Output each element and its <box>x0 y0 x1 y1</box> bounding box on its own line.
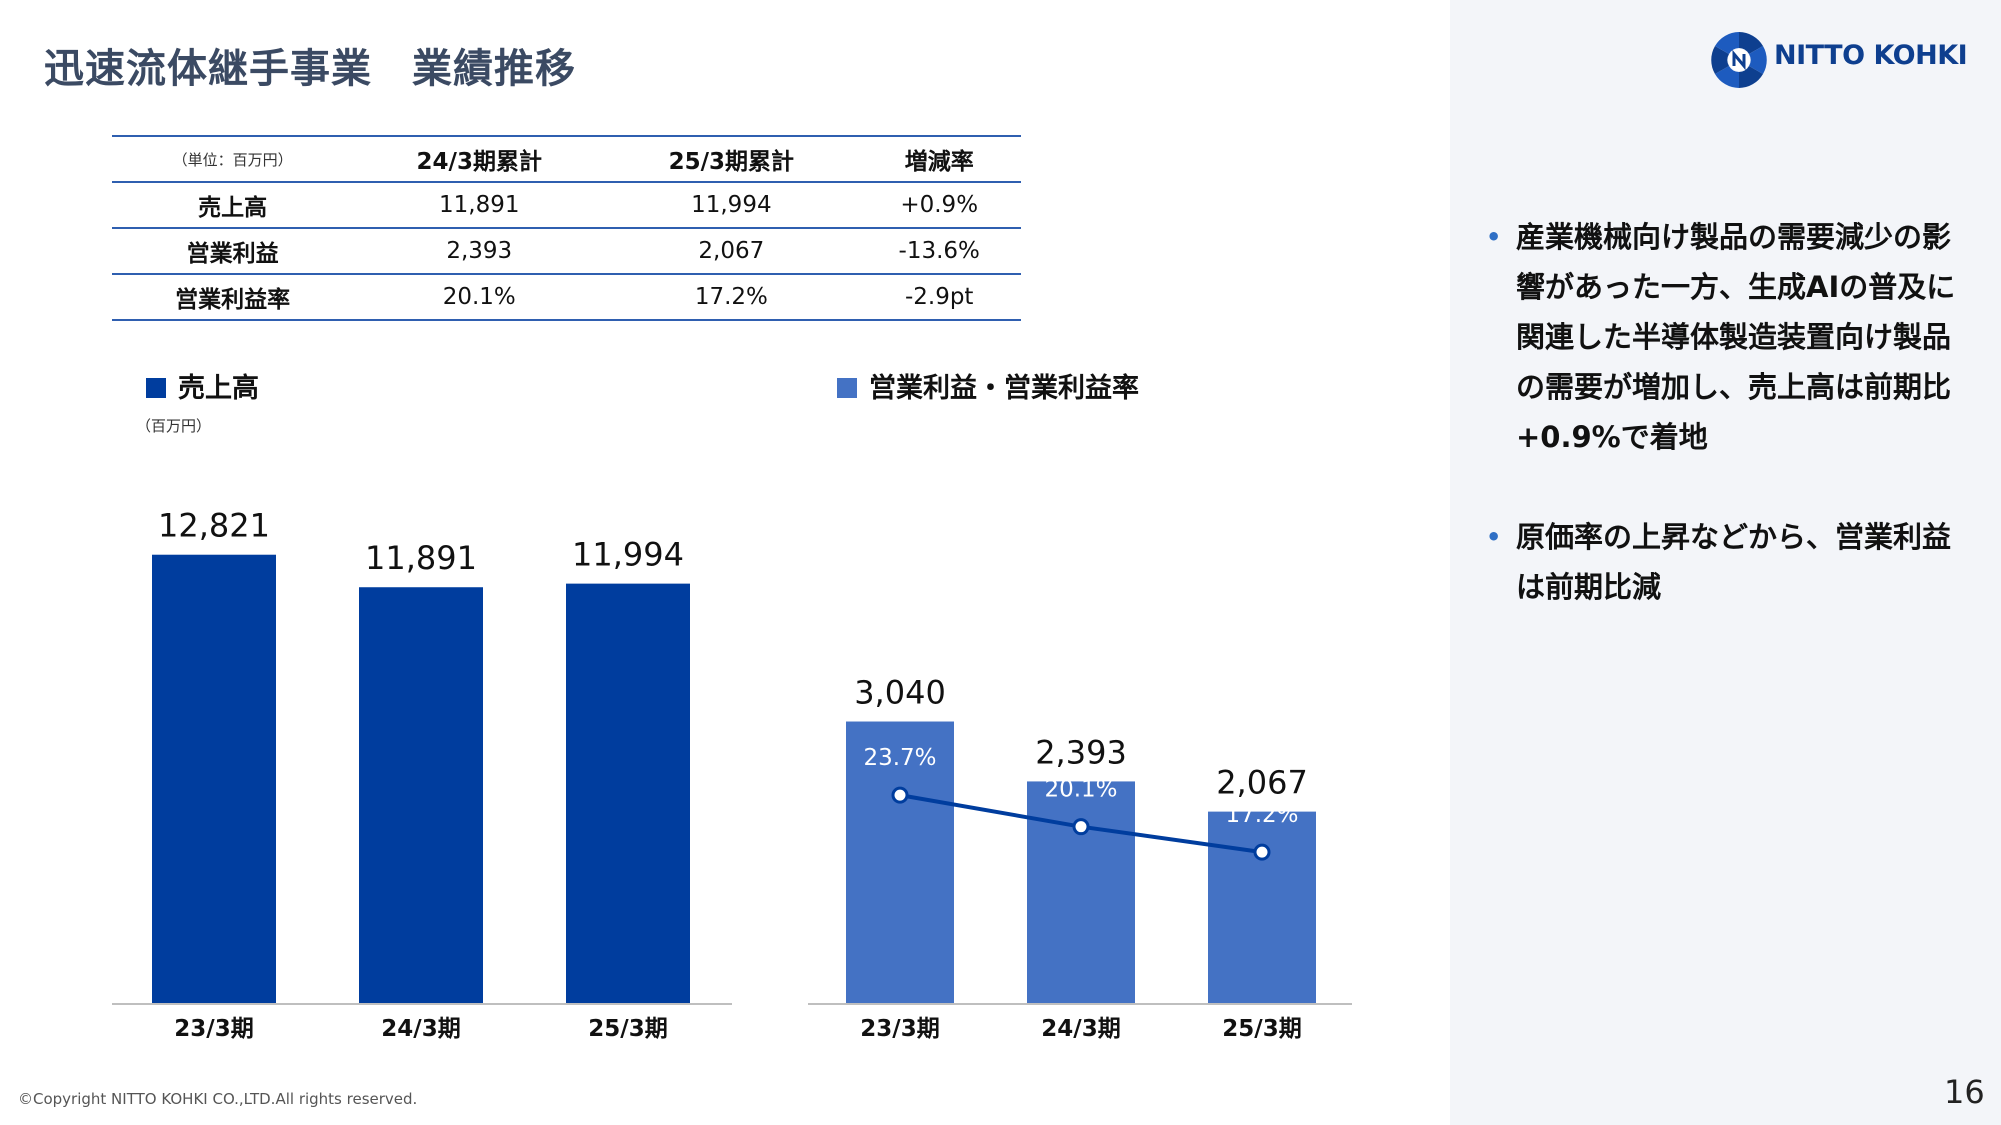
table-row: 売上高 11,891 11,994 +0.9% <box>112 182 1021 228</box>
bar <box>359 587 483 1003</box>
title-main: 迅速流体継手事業 <box>44 46 372 92</box>
table-header: 24/3期累計 <box>416 149 542 175</box>
rate-label: 23.7% <box>863 745 936 771</box>
rate-label: 17.2% <box>1225 802 1298 828</box>
x-tick-label: 24/3期 <box>1041 1016 1120 1042</box>
legend-swatch-sales <box>146 378 166 398</box>
bullet-dot-icon: • <box>1486 523 1502 551</box>
profit-legend: 営業利益・営業利益率 <box>837 366 1139 405</box>
table-cell: +0.9% <box>900 192 979 218</box>
nitto-kohki-logo-icon <box>1711 32 1767 88</box>
logo-text: NITTO KOHKI <box>1774 40 1968 71</box>
table-row: 営業利益 2,393 2,067 -13.6% <box>112 228 1021 274</box>
bar-value-label: 2,393 <box>1035 733 1127 771</box>
company-logo: NITTO KOHKI <box>1708 28 1968 92</box>
rate-point <box>891 786 909 804</box>
sales-unit-label: （百万円） <box>136 417 212 435</box>
copyright: ©Copyright NITTO KOHKI CO.,LTD.All right… <box>18 1090 418 1108</box>
bullet-item: • 原価率の上昇などから、営業利益は前期比減 <box>1478 512 1978 612</box>
table-cell: -13.6% <box>898 238 980 264</box>
x-tick-label: 24/3期 <box>381 1016 460 1042</box>
table-cell: 20.1% <box>442 284 516 310</box>
table-row-label: 営業利益 <box>186 241 279 267</box>
bar-value-label: 12,821 <box>158 507 270 545</box>
bar <box>566 583 690 1003</box>
title-sub: 業績推移 <box>412 46 576 92</box>
legend-swatch-profit <box>837 378 857 398</box>
bar <box>1208 811 1316 1003</box>
table-row-label: 売上高 <box>198 195 268 221</box>
bar-value-label: 11,994 <box>572 536 684 574</box>
bar-value-label: 3,040 <box>854 674 946 712</box>
table-cell: 2,067 <box>698 238 765 264</box>
sales-legend: 売上高 <box>146 366 259 405</box>
table-row: 営業利益率 20.1% 17.2% -2.9pt <box>112 274 1021 320</box>
right-panel <box>1450 0 2001 1125</box>
bar-value-label: 11,891 <box>365 539 477 577</box>
table-header: 25/3期累計 <box>668 149 795 175</box>
table-row-label: 営業利益率 <box>175 287 291 313</box>
bullet-text: 産業機械向け製品の需要減少の影響があった一方、生成AIの普及に関連した半導体製造… <box>1516 220 1956 454</box>
x-tick-label: 23/3期 <box>174 1016 253 1042</box>
bullet-dot-icon: • <box>1486 223 1502 251</box>
x-tick-label: 23/3期 <box>860 1016 939 1042</box>
table-cell: 11,891 <box>439 192 520 218</box>
bullet-text: 原価率の上昇などから、営業利益は前期比減 <box>1516 520 1952 604</box>
x-tick-label: 25/3期 <box>588 1016 667 1042</box>
x-tick-label: 25/3期 <box>1222 1016 1301 1042</box>
bar <box>846 721 954 1003</box>
profit-legend-label: 営業利益・営業利益率 <box>869 373 1139 404</box>
table-cell: 2,393 <box>446 238 513 264</box>
bullet-item: • 産業機械向け製品の需要減少の影響があった一方、生成AIの普及に関連した半導体… <box>1478 212 1978 462</box>
rate-point <box>1072 818 1090 836</box>
page-number: 16 <box>1944 1073 1985 1111</box>
bullet-list: • 産業機械向け製品の需要減少の影響があった一方、生成AIの普及に関連した半導体… <box>1478 212 1978 662</box>
table-unit-label: （単位：百万円） <box>172 150 293 169</box>
sales-legend-label: 売上高 <box>178 373 259 404</box>
table-header: 増減率 <box>904 149 974 175</box>
rate-point <box>1253 843 1271 861</box>
rate-label: 20.1% <box>1044 777 1117 803</box>
table-cell: 17.2% <box>694 284 768 310</box>
bar-value-label: 2,067 <box>1216 764 1308 802</box>
table-header-row: （単位：百万円） 24/3期累計 25/3期累計 増減率 <box>112 136 1021 182</box>
page-title: 迅速流体継手事業 業績推移 <box>44 36 576 94</box>
bar <box>152 554 276 1003</box>
table-cell: 11,994 <box>691 192 772 218</box>
summary-table: （単位：百万円） 24/3期累計 25/3期累計 増減率 売上高 11,891 … <box>112 135 1021 321</box>
bar <box>1027 781 1135 1003</box>
table-cell: -2.9pt <box>904 284 974 310</box>
